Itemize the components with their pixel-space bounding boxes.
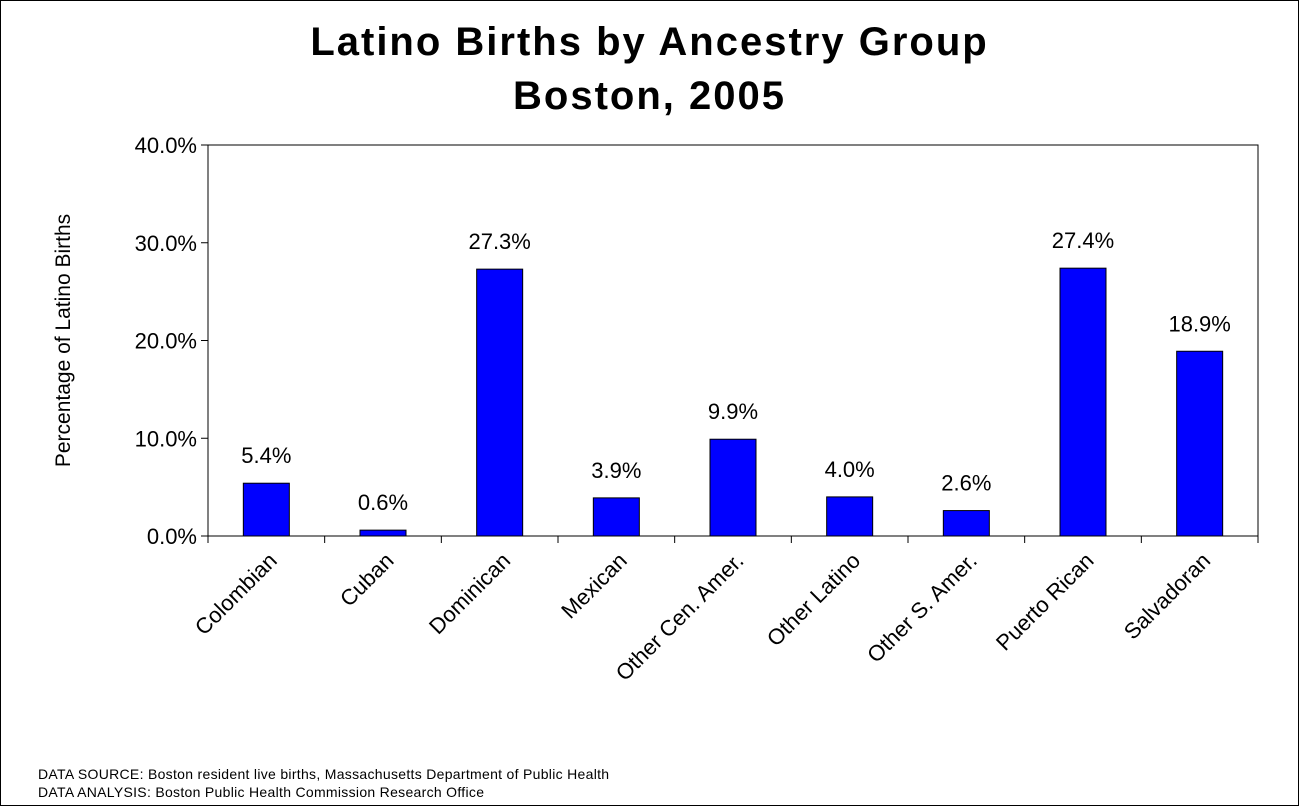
y-tick-label: 0.0% bbox=[147, 524, 197, 549]
y-tick-label: 30.0% bbox=[135, 231, 197, 256]
data-analysis-note: DATA ANALYSIS: Boston Public Health Comm… bbox=[38, 784, 485, 800]
data-label: 27.4% bbox=[1052, 228, 1114, 253]
bar bbox=[242, 482, 290, 537]
category-label: Salvadoran bbox=[1119, 548, 1215, 644]
data-label: 4.0% bbox=[825, 457, 875, 482]
category-label: Other S. Amer. bbox=[862, 548, 982, 668]
bar bbox=[592, 497, 640, 537]
y-axis-label: Percentage of Latino Births bbox=[52, 214, 75, 467]
bar bbox=[709, 438, 757, 537]
bar bbox=[942, 510, 990, 537]
category-label: Other Cen. Amer. bbox=[611, 548, 749, 686]
data-label: 5.4% bbox=[241, 443, 291, 468]
category-label: Cuban bbox=[335, 548, 399, 612]
data-label: 9.9% bbox=[708, 399, 758, 424]
y-tick-label: 20.0% bbox=[135, 329, 197, 354]
bar bbox=[826, 496, 874, 537]
chart-subtitle: Boston, 2005 bbox=[513, 74, 786, 118]
bar bbox=[1176, 350, 1224, 537]
y-tick-label: 10.0% bbox=[135, 426, 197, 451]
data-label: 27.3% bbox=[468, 229, 530, 254]
bar bbox=[476, 268, 524, 537]
data-label: 18.9% bbox=[1168, 311, 1230, 336]
chart-title: Latino Births by Ancestry Group bbox=[310, 20, 989, 64]
bar bbox=[359, 529, 407, 537]
category-label: Colombian bbox=[190, 548, 282, 640]
y-tick-label: 40.0% bbox=[135, 133, 197, 158]
data-label: 0.6% bbox=[358, 490, 408, 515]
category-label: Mexican bbox=[556, 548, 632, 624]
category-label: Dominican bbox=[424, 548, 515, 639]
data-source-note: DATA SOURCE: Boston resident live births… bbox=[38, 766, 610, 782]
data-label: 3.9% bbox=[591, 458, 641, 483]
category-label: Other Latino bbox=[762, 548, 865, 651]
data-label: 2.6% bbox=[941, 471, 991, 496]
category-label: Puerto Rican bbox=[991, 548, 1099, 656]
bar bbox=[1059, 267, 1107, 537]
